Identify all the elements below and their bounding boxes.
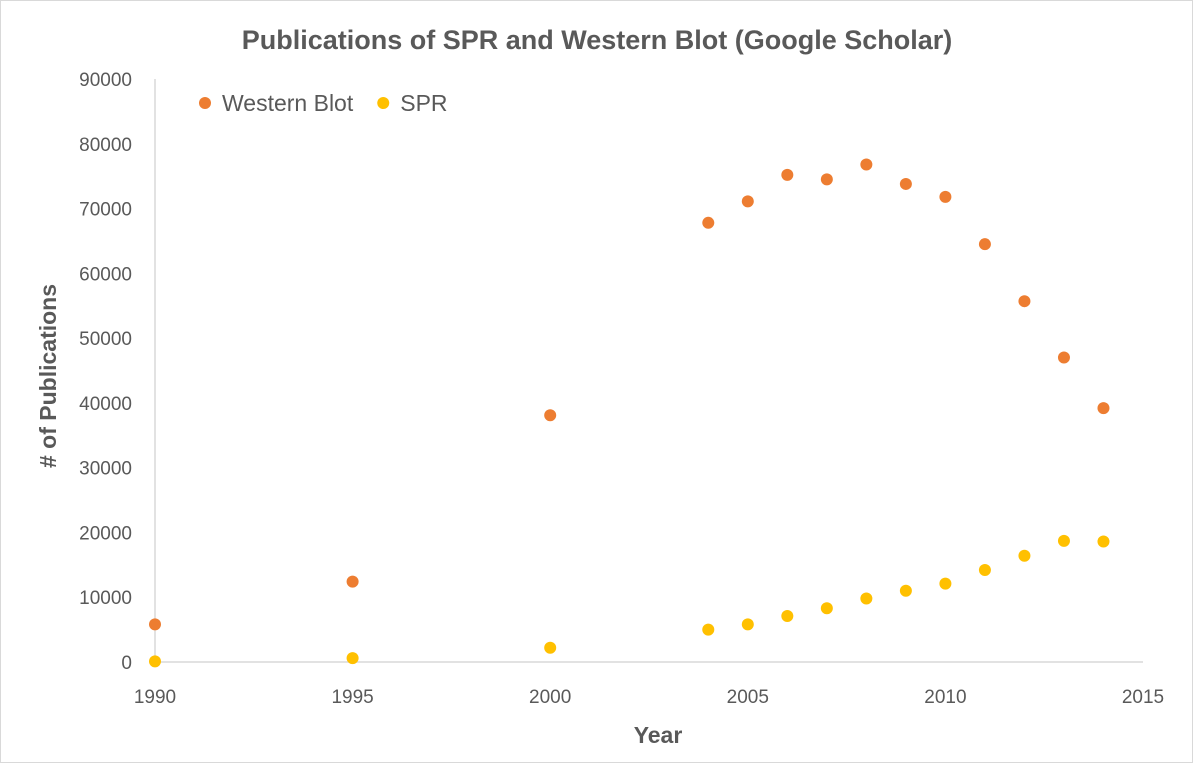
y-tick-label: 20000: [79, 523, 132, 544]
legend-marker-spr: [377, 97, 390, 109]
y-tick-label: 60000: [79, 264, 132, 285]
tick-labels: 1990 1995 2000 2005 2010 2015 0 10000 20000 30000…: [79, 70, 1164, 708]
western-blot-point: [544, 409, 557, 422]
x-tick-label: 1990: [134, 687, 176, 708]
x-tick-label: 2000: [529, 687, 571, 708]
western-blot-point: [860, 158, 873, 171]
chart-title: Publications of SPR and Western Blot (Go…: [242, 25, 953, 55]
y-tick-label: 40000: [79, 394, 132, 415]
y-tick-label: 10000: [79, 588, 132, 609]
axes: [154, 79, 1143, 663]
spr-point: [741, 618, 754, 631]
spr-point: [781, 610, 794, 623]
western-blot-point: [1018, 295, 1031, 308]
x-axis-title: Year: [634, 722, 683, 748]
spr-point: [346, 652, 359, 665]
western-blot-point: [978, 238, 991, 251]
spr-point: [860, 592, 873, 605]
western-blot-point: [781, 168, 794, 181]
y-axis-title: # of Publications: [35, 284, 61, 468]
western-blot-point: [1057, 351, 1070, 364]
western-blot-point: [939, 190, 952, 203]
y-tick-label: 80000: [79, 135, 132, 156]
data-points: [149, 158, 1110, 668]
spr-point: [544, 641, 557, 654]
x-tick-label: 2005: [727, 687, 769, 708]
spr-point: [820, 602, 833, 615]
legend: Western Blot SPR: [199, 90, 448, 116]
western-blot-point: [1097, 402, 1110, 415]
western-blot-point: [702, 216, 715, 229]
western-blot-point: [741, 195, 754, 208]
spr-point: [899, 584, 912, 597]
y-tick-label: 0: [121, 653, 132, 674]
spr-point: [1097, 535, 1110, 548]
western-blot-point: [149, 618, 161, 631]
spr-point: [1018, 549, 1031, 562]
spr-point: [702, 623, 715, 636]
y-tick-label: 70000: [79, 200, 132, 221]
y-tick-label: 50000: [79, 329, 132, 350]
western-blot-point: [346, 575, 359, 588]
spr-point: [939, 577, 952, 590]
spr-point: [978, 564, 991, 577]
x-tick-label: 2015: [1122, 687, 1164, 708]
y-tick-label: 30000: [79, 459, 132, 480]
legend-label-spr: SPR: [400, 90, 447, 116]
legend-label-western-blot: Western Blot: [222, 90, 354, 116]
western-blot-point: [899, 177, 912, 190]
western-blot-point: [820, 173, 833, 186]
legend-marker-western-blot: [199, 97, 211, 109]
x-tick-label: 1995: [331, 687, 373, 708]
x-tick-label: 2010: [924, 687, 966, 708]
spr-point: [149, 655, 161, 668]
y-tick-label: 90000: [79, 70, 132, 91]
spr-point: [1057, 534, 1070, 547]
